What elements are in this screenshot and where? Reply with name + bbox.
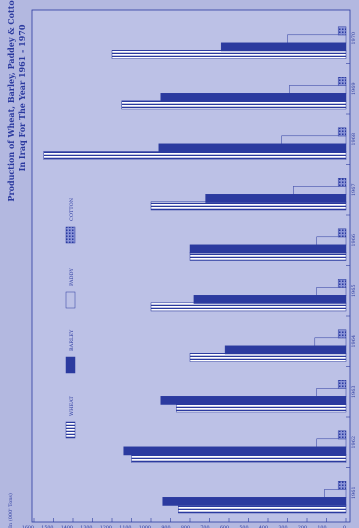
x-tick-label: 1966 xyxy=(351,234,357,247)
bar-barley-1963 xyxy=(160,396,347,405)
bar-barley-1969 xyxy=(160,93,347,102)
x-tick-label: 1964 xyxy=(351,335,357,348)
chart-subtitle: In Iraq For The Year 1961 - 1970 xyxy=(17,24,27,171)
bar-paddy-1970 xyxy=(287,34,347,44)
bar-paddy-1968 xyxy=(281,135,347,145)
y-tick-label: 200 xyxy=(298,525,307,528)
y-tick-label: 1200 xyxy=(100,525,112,528)
bar-wheat-1970 xyxy=(111,50,347,59)
bar-wheat-1961 xyxy=(178,504,347,514)
bar-paddy-1969 xyxy=(289,85,347,94)
bar-wheat-1964 xyxy=(189,353,347,362)
legend-swatch-wheat xyxy=(65,421,76,439)
bar-barley-1962 xyxy=(123,446,347,456)
bar-cotton-1964 xyxy=(337,329,347,339)
plot-area xyxy=(31,9,351,523)
y-tick-label: 900 xyxy=(161,525,170,528)
bar-paddy-1963 xyxy=(316,388,347,397)
y-tick-label: 1300 xyxy=(80,525,92,528)
bar-wheat-1969 xyxy=(121,100,347,110)
legend-label-wheat: WHEAT xyxy=(69,396,75,416)
legend-label-cotton: COTTON xyxy=(69,197,75,221)
y-tick-label: 600 xyxy=(220,525,229,528)
y-tick-label: 400 xyxy=(259,525,268,528)
bar-barley-1968 xyxy=(158,143,347,153)
y-tick-label: 1000 xyxy=(139,525,151,528)
bar-barley-1970 xyxy=(220,42,347,52)
x-tick-label: 1968 xyxy=(351,133,357,146)
x-tick-label: 1961 xyxy=(351,486,357,499)
y-axis-label: In (000' Tons) xyxy=(7,493,14,528)
chart-title: Production of Wheat, Barley, Paddey & Co… xyxy=(6,0,16,202)
bar-cotton-1963 xyxy=(337,380,347,389)
bar-barley-1965 xyxy=(193,295,347,304)
bar-cotton-1969 xyxy=(337,77,347,86)
y-tick-label: 700 xyxy=(200,525,209,528)
y-tick-label: 0 xyxy=(343,525,346,528)
bar-barley-1961 xyxy=(162,497,347,506)
legend-swatch-barley xyxy=(65,356,76,374)
x-tick-label: 1967 xyxy=(351,183,357,196)
bar-paddy-1961 xyxy=(324,489,347,498)
bar-wheat-1967 xyxy=(150,201,347,211)
bar-cotton-1966 xyxy=(337,228,347,238)
legend-label-paddy: PADDY xyxy=(69,267,75,286)
bar-paddy-1962 xyxy=(316,438,347,448)
y-tick-label: 300 xyxy=(278,525,287,528)
bar-wheat-1965 xyxy=(150,302,347,312)
y-tick-label: 500 xyxy=(239,525,248,528)
legend: WHEAT BARLEY PADDY COTTON xyxy=(65,197,76,439)
x-tick-label: 1965 xyxy=(351,284,357,297)
bar-cotton-1961 xyxy=(337,481,347,490)
bar-wheat-1962 xyxy=(131,454,347,463)
y-tick-label: 800 xyxy=(181,525,190,528)
y-tick-label: 1500 xyxy=(41,525,53,528)
y-tick-label: 1400 xyxy=(61,525,73,528)
y-tick-label: 100 xyxy=(317,525,326,528)
x-tick-label: 1962 xyxy=(351,436,357,449)
bar-wheat-1963 xyxy=(176,403,347,413)
bar-barley-1964 xyxy=(224,345,347,355)
legend-label-barley: BARLEY xyxy=(69,329,75,351)
bar-barley-1967 xyxy=(205,194,347,203)
bar-barley-1966 xyxy=(189,244,347,254)
bar-cotton-1965 xyxy=(337,279,347,288)
y-tick-label: 1100 xyxy=(119,525,131,528)
x-tick-label: 1970 xyxy=(351,32,357,45)
y-axis: 0 100 200 300 400 500 600 700 800 900 1000 1100 1200… xyxy=(22,518,347,528)
bar-wheat-1968 xyxy=(43,151,347,160)
bar-cotton-1967 xyxy=(337,178,347,187)
x-axis-ticks: 1961 1962 1963 1964 1965 1966 1967 1968 1969 1970 xyxy=(346,32,357,499)
bars xyxy=(43,26,347,514)
y-tick-label: 1600 xyxy=(22,525,34,528)
bar-paddy-1966 xyxy=(316,236,347,246)
bar-wheat-1966 xyxy=(189,252,347,261)
legend-swatch-paddy xyxy=(65,291,76,309)
x-tick-label: 1963 xyxy=(351,385,357,398)
bar-cotton-1962 xyxy=(337,430,347,440)
bar-cotton-1970 xyxy=(337,26,347,36)
bar-paddy-1965 xyxy=(316,287,347,296)
bar-cotton-1968 xyxy=(337,127,347,137)
x-tick-label: 1969 xyxy=(351,82,357,95)
bar-paddy-1967 xyxy=(293,186,347,195)
bar-paddy-1964 xyxy=(314,337,347,347)
legend-swatch-cotton xyxy=(65,226,76,244)
